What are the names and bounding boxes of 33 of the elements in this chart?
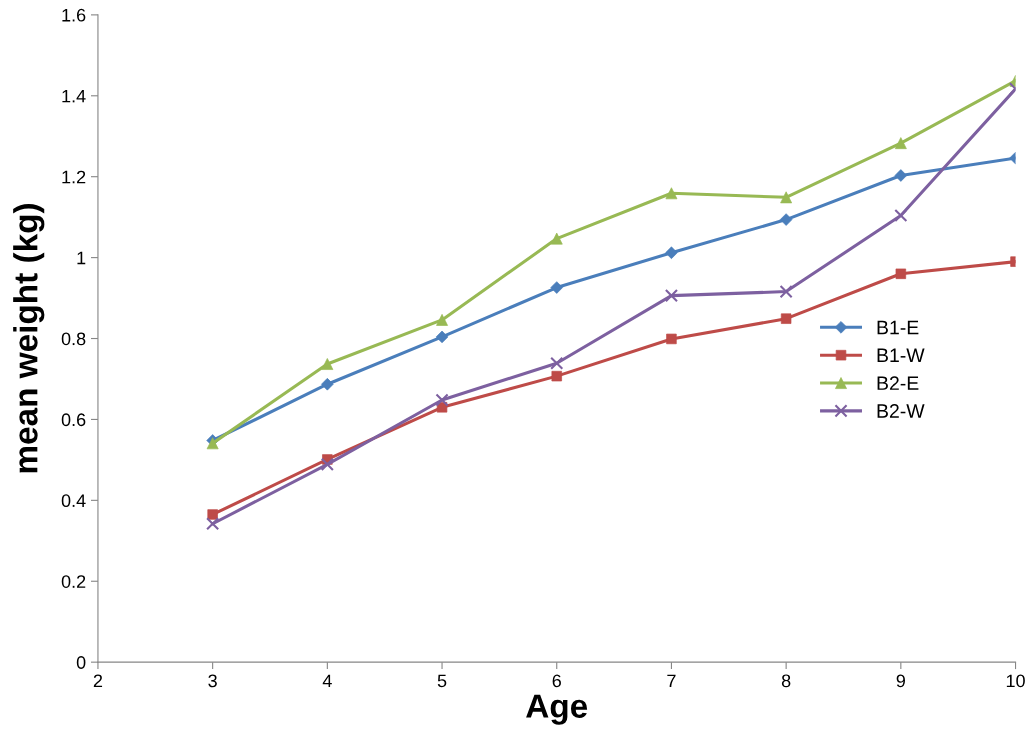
y-tick-label: 0.2	[61, 575, 86, 588]
y-tick-label: 0.6	[61, 413, 86, 427]
y-tick-label: 0.4	[61, 494, 86, 508]
y-axis-title: mean weight (kg)	[13, 204, 45, 473]
y-tick-label: 1	[77, 251, 86, 265]
point	[780, 313, 792, 324]
point	[435, 393, 449, 407]
point	[320, 457, 334, 471]
x-tick-label: 8	[781, 674, 791, 688]
y-tick-label: 0.8	[61, 332, 86, 346]
legend-label: B2-W	[877, 404, 925, 418]
legend-label: B2-E	[877, 376, 919, 390]
x-axis-title: Age	[526, 694, 588, 725]
y-tick-label: 0	[76, 656, 86, 669]
x-tick-label: 4	[322, 674, 332, 688]
point	[206, 517, 220, 531]
point	[779, 285, 793, 299]
legend-label: B1-E	[877, 320, 919, 335]
x-tick-label: 7	[667, 674, 676, 688]
x-tick-label: 10	[1006, 674, 1025, 688]
x-tick-label: 3	[208, 674, 217, 688]
y-tick-label: 1.6	[62, 8, 86, 22]
y-tick-label: 1.4	[62, 89, 86, 103]
point	[894, 208, 908, 223]
x-tick-label: 9	[896, 674, 905, 688]
x-tick-label: 5	[437, 674, 447, 688]
x-tick-label: 6	[552, 674, 561, 688]
legend-label: B1-W	[877, 348, 925, 362]
point	[550, 356, 564, 370]
y-tick-label: 1.2	[62, 170, 86, 184]
point	[895, 268, 907, 279]
x-tick-label: 2	[93, 674, 103, 688]
point	[664, 289, 679, 303]
